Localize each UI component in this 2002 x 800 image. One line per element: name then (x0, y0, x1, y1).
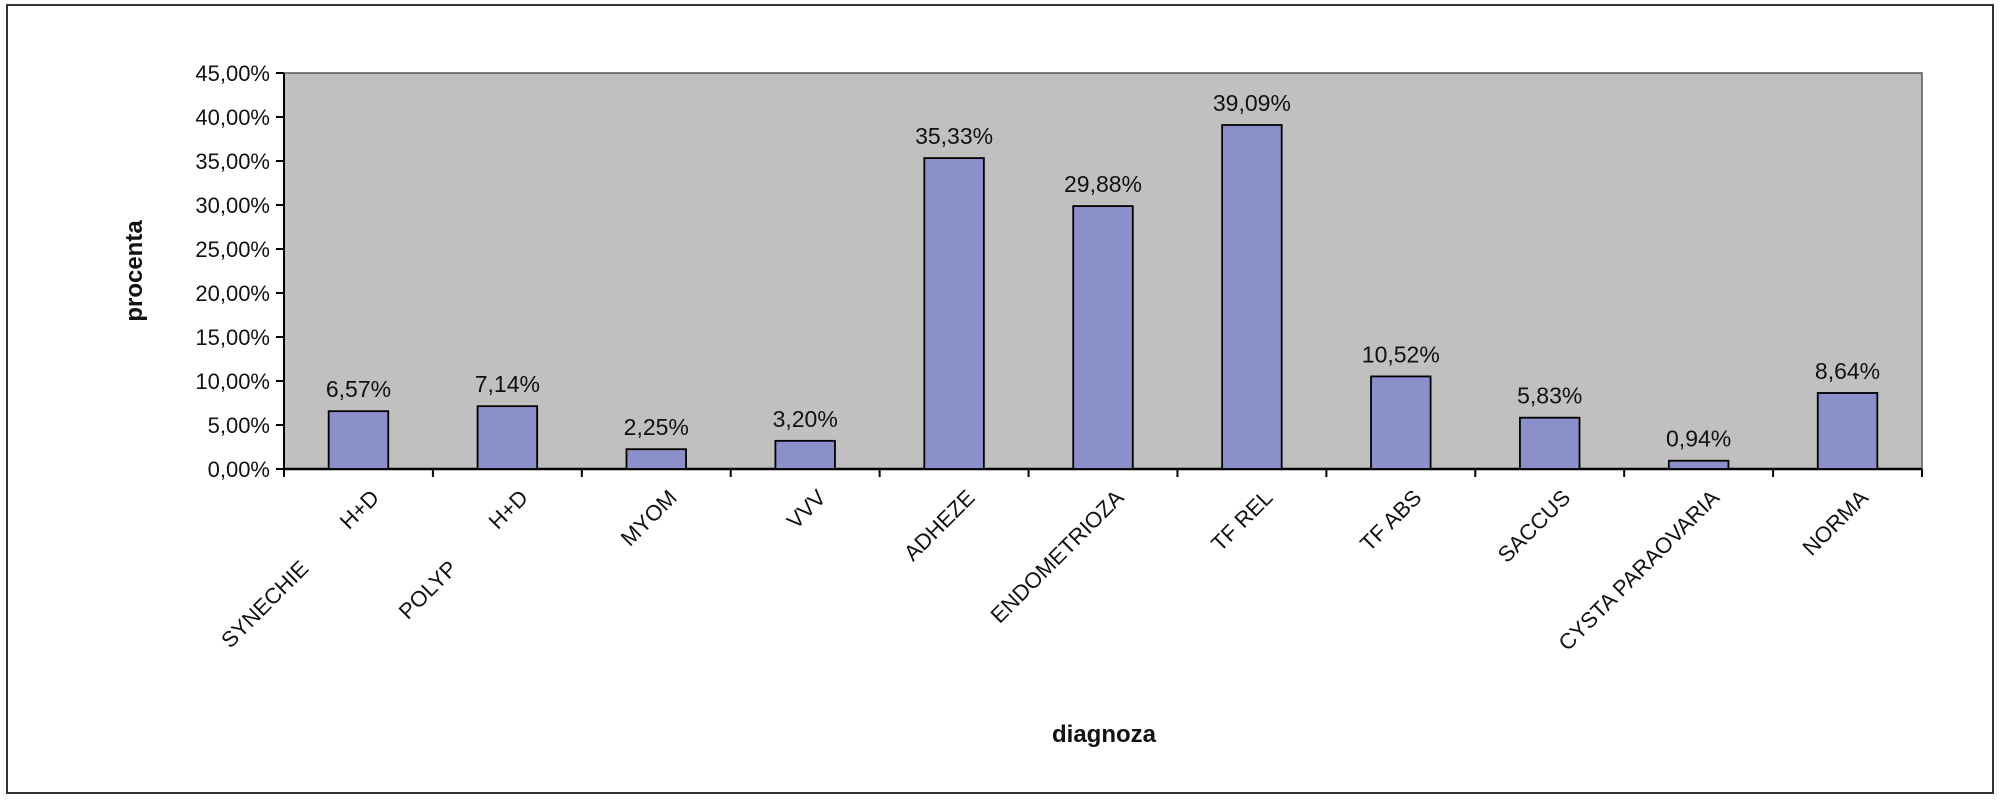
category-label-group: SACCUS (1493, 485, 1576, 568)
data-label: 2,25% (624, 414, 689, 440)
y-tick-label: 0,00% (208, 457, 270, 482)
category-label: ENDOMETRIOZA (986, 485, 1129, 628)
category-label-group: CYSTA PARAOVARIA (1553, 485, 1724, 656)
category-label-group: ADHEZE (899, 485, 980, 566)
bar (327, 410, 390, 470)
data-label: 6,57% (326, 376, 391, 402)
bar (1816, 392, 1879, 470)
bar (1072, 205, 1134, 470)
y-tick-label: 25,00% (195, 237, 270, 262)
category-label: MYOM (616, 485, 682, 551)
y-tick-label: 15,00% (195, 325, 270, 350)
y-tick-label: 40,00% (195, 105, 270, 130)
bar (476, 405, 539, 470)
data-label: 10,52% (1362, 341, 1440, 367)
bars (327, 124, 1879, 470)
category-label: SACCUS (1493, 485, 1576, 568)
bar (1370, 375, 1432, 470)
x-axis-title: diagnoza (1052, 721, 1157, 748)
data-label: 8,64% (1815, 358, 1880, 384)
category-label: TF REL (1206, 485, 1277, 556)
data-labels: 6,57% 7,14% 2,25% 3,20% 35,33% 29,88% 39,09% 10… (326, 90, 1880, 452)
bar (1667, 459, 1730, 470)
category-label: H+D (484, 485, 533, 534)
bar (625, 448, 687, 470)
category-label-group: ENDOMETRIOZA (986, 485, 1129, 628)
category-label-group: H+D POLYP (394, 485, 533, 624)
y-tick-label: 10,00% (195, 369, 270, 394)
category-label: NORMA (1797, 485, 1873, 561)
category-label-group: MYOM (616, 485, 682, 551)
bar (923, 157, 985, 470)
data-label: 35,33% (915, 123, 993, 149)
category-label-group: TF REL (1206, 485, 1277, 556)
y-tick-label: 35,00% (195, 149, 270, 174)
category-label-group: VVV (782, 485, 831, 534)
data-label: 29,88% (1064, 171, 1142, 197)
category-label: POLYP (394, 556, 462, 624)
data-label: 3,20% (773, 406, 838, 432)
bar (1519, 416, 1581, 470)
y-tick-label: 5,00% (208, 413, 270, 438)
bar (1221, 124, 1283, 470)
y-tick-label: 30,00% (195, 193, 270, 218)
category-label-group: NORMA (1797, 485, 1873, 561)
bar (774, 439, 836, 470)
y-axis-title: procenta (121, 220, 148, 322)
y-axis: 0,00% 5,00% 10,00% 15,00% 20,00% 25,00% 30,00%… (195, 61, 285, 482)
category-label: SYNECHIE (216, 556, 313, 653)
y-tick-label: 45,00% (195, 61, 270, 86)
category-label: H+D (335, 485, 384, 534)
data-label: 5,83% (1517, 383, 1582, 409)
y-tick-label: 20,00% (195, 281, 270, 306)
category-label-group: H+D SYNECHIE (216, 485, 384, 653)
data-label: 0,94% (1666, 426, 1731, 452)
category-label-group: TF ABS (1355, 485, 1426, 556)
category-label: CYSTA PARAOVARIA (1553, 485, 1724, 656)
category-label: ADHEZE (899, 485, 980, 566)
x-axis (283, 467, 1923, 477)
category-label: VVV (782, 485, 831, 534)
data-label: 39,09% (1213, 90, 1291, 116)
data-label: 7,14% (475, 371, 540, 397)
category-label: TF ABS (1355, 485, 1426, 556)
